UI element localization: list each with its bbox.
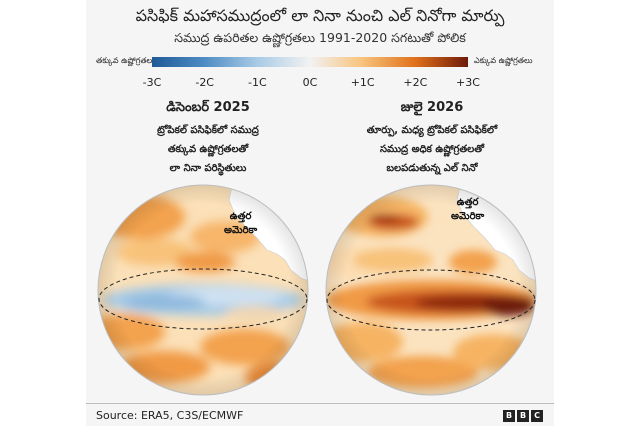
left-desc-line: ట్రోపికల్ పసిఫిక్‌లో సముద్ర (157, 125, 259, 136)
right-desc-line: బలపడుతున్న ఎల్ నినో (386, 163, 478, 174)
tick-label: -1C (247, 76, 267, 89)
map-subtitle: సముద్ర ఉపరితల ఉష్ణోగ్రతలు 1991-2020 సగటు… (174, 30, 466, 45)
left-map-period: డిసెంబర్ 2025 (166, 100, 250, 115)
source-credit: Source: ERA5, C3S/ECMWF (96, 409, 244, 422)
equatorial-region-outline (326, 269, 536, 331)
logo-letter: C (531, 410, 543, 422)
tick-label: -3C (142, 76, 162, 89)
legend-cold-label: తక్కువ ఉష్ణోగ్రతలు (96, 56, 155, 65)
colorbar-ticks: -3C -2C -1C 0C +1C +2C +3C (143, 76, 480, 92)
tick-label: +1C (350, 76, 375, 89)
tick-label: 0C (302, 76, 318, 89)
right-desc-line: తూర్పు, మధ్య ట్రోపికల్ పసిఫిక్‌లో (366, 125, 498, 136)
equatorial-region-outline (98, 268, 308, 330)
tick-label: -2C (195, 76, 214, 89)
el-nino-globe (325, 184, 537, 396)
right-map-period: జులై 2026 (400, 100, 464, 115)
logo-letter: B (517, 410, 529, 422)
left-region-label: ఉత్తర అమెరికా (224, 211, 258, 236)
bbc-logo: B B C (503, 410, 543, 422)
right-desc-line: సముద్ర అధిక ఉష్ణోగ్రతలతో (380, 144, 484, 155)
right-map-description: తూర్పు, మధ్య ట్రోపికల్ పసిఫిక్‌లో సముద్ర… (322, 121, 542, 178)
temperature-colorbar (152, 57, 468, 67)
left-desc-line: లా నినా పరిస్థితులు (169, 163, 247, 174)
logo-letter: B (503, 410, 515, 422)
left-map-description: ట్రోపికల్ పసిఫిక్‌లో సముద్ర తక్కువ ఉష్ణో… (98, 121, 318, 178)
left-desc-line: తక్కువ ఉష్ణోగ్రతలతో (167, 144, 249, 155)
legend-warm-label: ఎక్కువ ఉష్ణోగ్రతలు (474, 56, 533, 65)
map-title: పసిఫిక్ మహాసముద్రంలో లా నినా నుంచి ఎల్ న… (135, 6, 505, 25)
right-region-label: ఉత్తర అమెరికా (451, 197, 485, 222)
la-nina-globe (97, 184, 309, 396)
tick-label: +2C (403, 76, 428, 89)
footer-divider (86, 403, 554, 404)
tick-label: +3C (456, 76, 480, 89)
